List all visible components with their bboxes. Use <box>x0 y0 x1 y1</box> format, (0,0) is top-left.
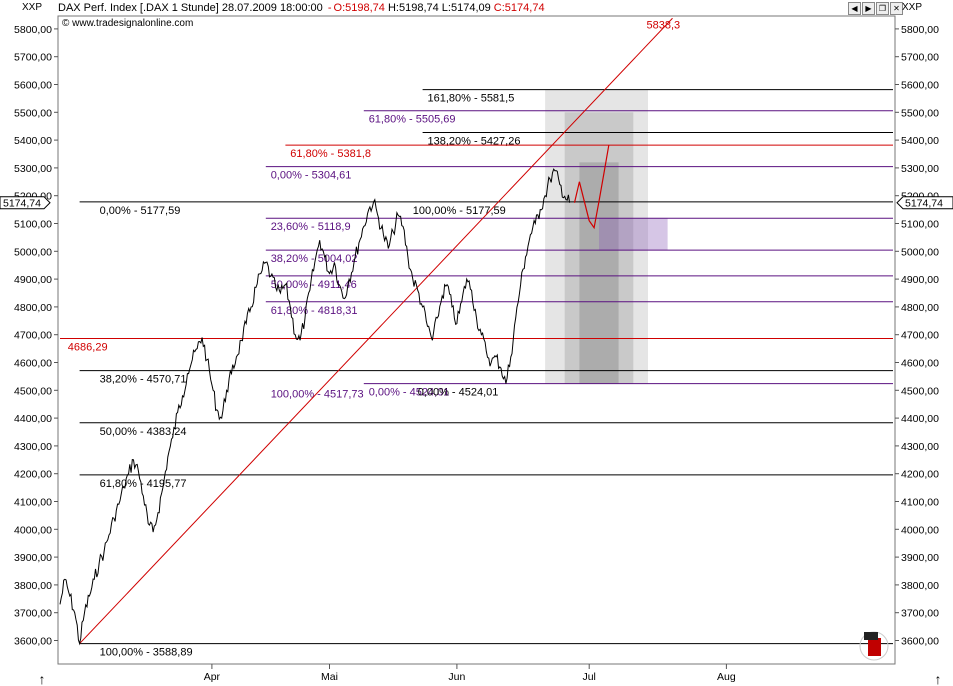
y-tick-label-right: 3900,00 <box>901 552 939 564</box>
chart-header: DAX Perf. Index [.DAX 1 Stunde] 28.07.20… <box>58 2 545 14</box>
y-tick-label-left: 5300,00 <box>14 163 52 175</box>
logo-hat <box>864 632 878 640</box>
time-zone-band <box>579 162 619 384</box>
y-tick-label-left: 5600,00 <box>14 80 52 92</box>
fib-level-label: 38,20% - 4570,71 <box>100 374 187 386</box>
fib-level-label: 50,00% - 4383,24 <box>100 426 187 438</box>
y-tick-label-left: 4300,00 <box>14 441 52 453</box>
y-tick-label-left: 3800,00 <box>14 580 52 592</box>
fib-level-label: 100,00% - 4517,73 <box>271 388 364 400</box>
time-zone-band <box>545 90 648 384</box>
x-tick-label: Jul <box>582 671 595 683</box>
y-tick-label-left: 4800,00 <box>14 302 52 314</box>
last-price-label-right: 5174,74 <box>905 198 943 210</box>
fib-level-label: 100,00% - 3588,89 <box>100 647 193 659</box>
fib-level-label: 61,80% - 4818,31 <box>271 305 358 317</box>
y-tick-label-right: 5800,00 <box>901 24 939 36</box>
x-tick-label: Mai <box>321 671 338 683</box>
last-price-marker-right <box>896 196 953 210</box>
fib-level-label: 50,00% - 4911,46 <box>271 279 357 291</box>
y-tick-label-right: 5700,00 <box>901 52 939 64</box>
logo-icon <box>868 638 881 656</box>
fib-level-label: 23,60% - 5118,9 <box>271 221 351 233</box>
y-tick-label-right: 3700,00 <box>901 608 939 620</box>
fib-level-label: 61,80% - 5381,8 <box>290 148 371 160</box>
ticker-right: XXP <box>902 2 923 13</box>
chart-title: DAX Perf. Index [.DAX 1 Stunde] 28.07.20… <box>58 2 323 14</box>
trendline <box>79 17 673 644</box>
y-tick-label-right: 5100,00 <box>901 219 939 231</box>
fib-level-label: 61,80% - 4195,77 <box>100 478 187 490</box>
fib-level-label: 138,20% - 5427,26 <box>428 136 521 148</box>
y-tick-label-left: 3600,00 <box>14 636 52 648</box>
y-tick-label-right: 4200,00 <box>901 469 939 481</box>
y-tick-label-left: 4000,00 <box>14 524 52 536</box>
x-tick-label: Apr <box>204 671 221 683</box>
close-value: C:5174,74 <box>493 2 545 14</box>
fib-level-label: 0,00% - 4524,01 <box>418 387 499 399</box>
y-tick-label-left: 5400,00 <box>14 135 52 147</box>
y-tick-label-left: 3900,00 <box>14 552 52 564</box>
window-controls: ◀ ▶ ❐ ✕ <box>848 2 903 15</box>
y-tick-label-right: 5600,00 <box>901 80 939 92</box>
y-tick-label-left: 5000,00 <box>14 246 52 258</box>
fib-level-label: 0,00% - 4524,01 <box>369 387 450 399</box>
fib-level-label: 0,00% - 5304,61 <box>271 170 352 182</box>
y-tick-label-left: 5100,00 <box>14 219 52 231</box>
y-tick-label-left: 5800,00 <box>14 24 52 36</box>
scroll-up-icon-right: ↑ <box>935 671 942 686</box>
y-tick-label-right: 4700,00 <box>901 330 939 342</box>
y-tick-label-right: 4100,00 <box>901 497 939 509</box>
scroll-left-icon[interactable]: ◀ <box>848 2 861 15</box>
y-tick-label-right: 5000,00 <box>901 246 939 258</box>
target-zone <box>599 218 668 251</box>
fib-level-label: 4686,29 <box>68 342 108 354</box>
copyright-text: © www.tradesignalonline.com <box>62 18 194 29</box>
y-tick-label-left: 4100,00 <box>14 497 52 509</box>
price-line <box>59 168 571 646</box>
projection-line <box>573 145 610 230</box>
y-tick-label-left: 5700,00 <box>14 52 52 64</box>
fib-level-label: 161,80% - 5581,5 <box>428 93 515 105</box>
y-tick-label-right: 5500,00 <box>901 107 939 119</box>
y-tick-label-right: 3800,00 <box>901 580 939 592</box>
y-tick-label-right: 5300,00 <box>901 163 939 175</box>
y-tick-label-left: 4400,00 <box>14 413 52 425</box>
x-tick-label: Jun <box>448 671 465 683</box>
y-tick-label-left: 4700,00 <box>14 330 52 342</box>
scroll-right-icon[interactable]: ▶ <box>862 2 875 15</box>
open-value: O:5198,74 <box>333 2 385 14</box>
fib-level-label: 38,20% - 5004,02 <box>271 253 358 265</box>
high-value: H:5198,74 <box>387 2 439 14</box>
ticker-left: XXP <box>22 2 43 13</box>
y-tick-label-right: 4300,00 <box>901 441 939 453</box>
fib-level-label: 0,00% - 5177,59 <box>100 205 181 217</box>
scroll-up-icon-left: ↑ <box>39 671 46 686</box>
y-tick-label-right: 4800,00 <box>901 302 939 314</box>
y-tick-label-right: 4000,00 <box>901 524 939 536</box>
last-price-marker-left <box>0 196 51 210</box>
trendline-label: 5838,3 <box>647 19 681 31</box>
x-tick-label: Aug <box>717 671 736 683</box>
low-value: L:5174,09 <box>441 2 491 14</box>
restore-icon[interactable]: ❐ <box>876 2 889 15</box>
y-tick-label-right: 3600,00 <box>901 636 939 648</box>
y-tick-label-left: 3700,00 <box>14 608 52 620</box>
y-tick-label-right: 5400,00 <box>901 135 939 147</box>
y-tick-label-left: 4500,00 <box>14 385 52 397</box>
y-tick-label-right: 4600,00 <box>901 358 939 370</box>
y-tick-label-left: 4900,00 <box>14 274 52 286</box>
y-tick-label-right: 4400,00 <box>901 413 939 425</box>
y-tick-label-left: 4200,00 <box>14 469 52 481</box>
close-icon[interactable]: ✕ <box>890 2 903 15</box>
fib-level-label: 61,80% - 5505,69 <box>369 114 456 126</box>
plot-area <box>57 15 896 665</box>
y-tick-label-right: 4900,00 <box>901 274 939 286</box>
last-price-label-left: 5174,74 <box>3 198 41 210</box>
y-tick-label-left: 5500,00 <box>14 107 52 119</box>
fib-level-label: 100,00% - 5177,59 <box>413 205 506 217</box>
y-tick-label-left: 4600,00 <box>14 358 52 370</box>
y-tick-label-right: 4500,00 <box>901 385 939 397</box>
